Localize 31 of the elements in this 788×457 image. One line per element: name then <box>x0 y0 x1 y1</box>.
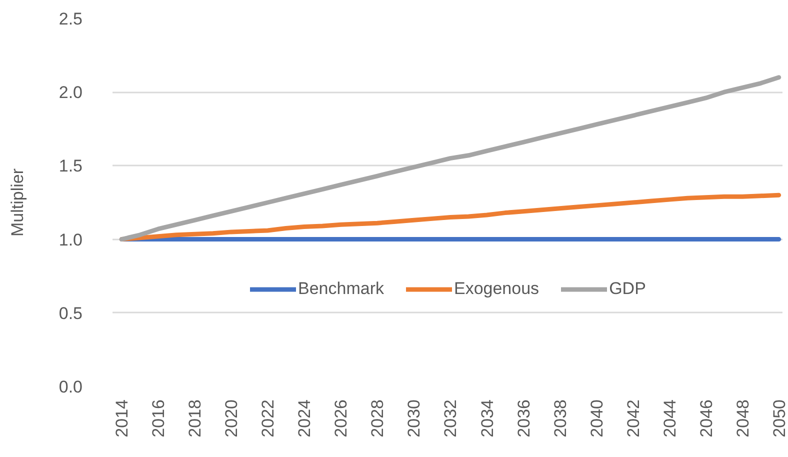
x-tick-label: 2026 <box>332 399 351 438</box>
x-tick-label: 2030 <box>404 399 424 438</box>
x-tick-label: 2046 <box>696 399 716 438</box>
x-tick-label: 2028 <box>368 399 388 438</box>
y-tick-label: 0.5 <box>58 304 83 323</box>
y-tick-label: 1.5 <box>58 156 83 176</box>
legend-label: Benchmark <box>298 279 384 299</box>
x-tick-label: 2044 <box>660 399 680 438</box>
x-tick-label: 2042 <box>624 399 643 438</box>
legend-label: GDP <box>609 279 646 299</box>
x-tick-label: 2018 <box>186 399 205 438</box>
x-tick-label: 2022 <box>258 399 278 438</box>
y-tick-label: 0.0 <box>58 378 83 396</box>
x-tick-label: 2034 <box>478 399 497 438</box>
y-tick-label: 2.0 <box>58 83 83 102</box>
x-tick-label: 2032 <box>441 399 460 438</box>
y-tick-label: 2.5 <box>58 10 83 28</box>
x-tick-label: 2016 <box>149 399 168 438</box>
x-tick-label: 2020 <box>222 399 242 438</box>
legend-label: Exogenous <box>454 279 540 299</box>
line-series <box>119 192 782 242</box>
x-tick-label: 2024 <box>295 399 314 438</box>
x-tick-label: 2040 <box>587 399 606 438</box>
x-tick-label: 2036 <box>514 399 534 438</box>
y-axis-title: Multiplier <box>8 168 27 237</box>
x-tick-label: 2050 <box>770 399 788 438</box>
x-tick-label: 2048 <box>733 399 752 438</box>
y-tick-label: 1.0 <box>58 230 83 250</box>
x-tick-label: 2038 <box>550 399 570 438</box>
x-tick-label: 2014 <box>112 399 132 438</box>
line-series <box>119 75 782 242</box>
